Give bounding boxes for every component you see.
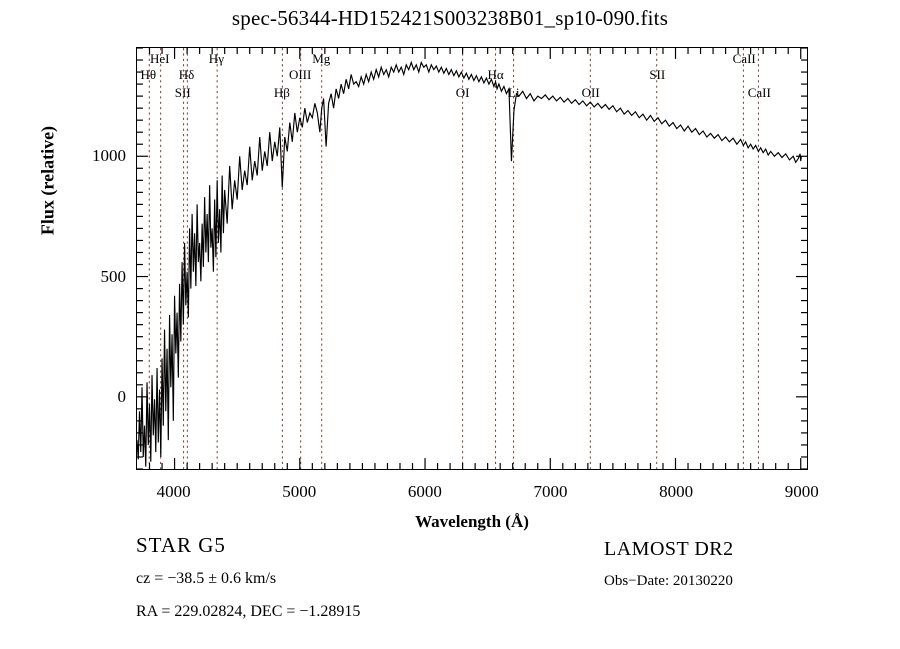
spectral-line-label: Hβ [273, 85, 290, 100]
x-tick-label: 7000 [533, 482, 568, 501]
line-marker-guides [148, 48, 759, 469]
spectral-line-label: CaII [732, 51, 756, 66]
spectral-line-label: Li [507, 85, 520, 100]
x-tick-label: 9000 [784, 482, 819, 501]
spectral-line-label: Hδ [178, 67, 195, 82]
plot-area [136, 47, 808, 470]
y-tick-label: 1000 [92, 145, 126, 165]
x-tick-label: 4000 [156, 482, 191, 501]
spectral-line-label: OIII [288, 67, 312, 82]
spectral-line-label: HeI [149, 51, 170, 66]
spectral-line-label: SII [174, 85, 191, 100]
object-class-text: STAR G5 [136, 533, 226, 557]
spectral-line-label: OII [581, 85, 600, 100]
y-axis-title: Flux (relative) [37, 125, 58, 236]
x-tick-label: 6000 [407, 482, 442, 501]
observation-date-text: Obs−Date: 20130220 [604, 573, 733, 589]
spectral-line-label: SII [649, 67, 666, 82]
survey-name-text: LAMOST DR2 [604, 538, 734, 560]
x-tick-label: 5000 [282, 482, 317, 501]
redshift-velocity-text: cz = −38.5 ± 0.6 km/s [136, 570, 277, 587]
x-axis-title: Wavelength (Å) [415, 512, 529, 531]
spectral-line-label: Hγ [208, 51, 224, 66]
spectrum-trace [137, 60, 802, 467]
spectral-line-label: Hα [487, 67, 504, 82]
x-tick-label: 8000 [659, 482, 694, 501]
plot-title: spec-56344-HD152421S003238B01_sp10-090.f… [231, 6, 669, 30]
spectrum-plot-svg [137, 48, 807, 469]
axis-ticks [137, 48, 807, 469]
spectral-line-label: Mg [312, 51, 331, 66]
y-tick-label: 500 [100, 266, 127, 286]
spectral-line-label: CaII [747, 85, 771, 100]
coordinates-text: RA = 229.02824, DEC = −1.28915 [136, 603, 361, 620]
spectral-line-label: Hθ [140, 67, 157, 82]
y-tick-label: 0 [117, 387, 127, 407]
spectral-line-label: OI [455, 85, 470, 100]
